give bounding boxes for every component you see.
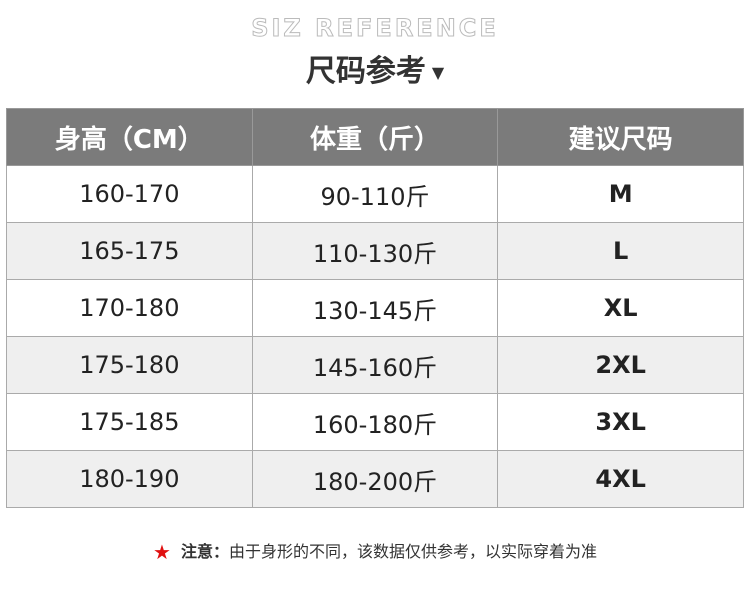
cell-weight: 110-130斤 <box>251 222 499 280</box>
cell-size: 4XL <box>497 450 744 508</box>
cell-weight: 160-180斤 <box>251 393 499 451</box>
cell-height: 180-190 <box>6 450 253 508</box>
title-text: 尺码参考 <box>305 54 426 89</box>
cell-height: 175-180 <box>6 336 253 394</box>
cell-height: 160-170 <box>6 165 253 223</box>
note-text: 由于身形的不同，该数据仅供参考，以实际穿着为准 <box>228 542 597 561</box>
table-row: 180-190 180-200斤 4XL <box>6 450 744 508</box>
cell-size: 2XL <box>497 336 744 394</box>
note: ★ 注意：由于身形的不同，该数据仅供参考，以实际穿着为准 <box>0 538 750 564</box>
page-title: 尺码参考 ▼ <box>0 46 750 90</box>
table-row: 165-175 110-130斤 L <box>6 222 744 280</box>
cell-size: M <box>497 165 744 223</box>
table-row: 170-180 130-145斤 XL <box>6 279 744 337</box>
column-header-weight: 体重（斤） <box>251 108 499 166</box>
cell-height: 175-185 <box>6 393 253 451</box>
table-row: 160-170 90-110斤 M <box>6 165 744 223</box>
table-row: 175-185 160-180斤 3XL <box>6 393 744 451</box>
table-row: 175-180 145-160斤 2XL <box>6 336 744 394</box>
column-header-height: 身高（CM） <box>6 108 253 166</box>
star-icon: ★ <box>153 540 171 564</box>
subtitle: SIZ REFERENCE <box>251 14 499 43</box>
size-table: 身高（CM） 体重（斤） 建议尺码 160-170 90-110斤 M 165-175… <box>6 108 744 508</box>
cell-weight: 145-160斤 <box>251 336 499 394</box>
cell-size: XL <box>497 279 744 337</box>
cell-height: 170-180 <box>6 279 253 337</box>
triangle-down-icon: ▼ <box>431 63 445 82</box>
cell-weight: 90-110斤 <box>251 165 499 223</box>
cell-size: 3XL <box>497 393 744 451</box>
cell-weight: 130-145斤 <box>251 279 499 337</box>
cell-height: 165-175 <box>6 222 253 280</box>
cell-weight: 180-200斤 <box>251 450 499 508</box>
cell-size: L <box>497 222 744 280</box>
column-header-size: 建议尺码 <box>497 108 744 166</box>
note-label: 注意： <box>180 542 229 561</box>
